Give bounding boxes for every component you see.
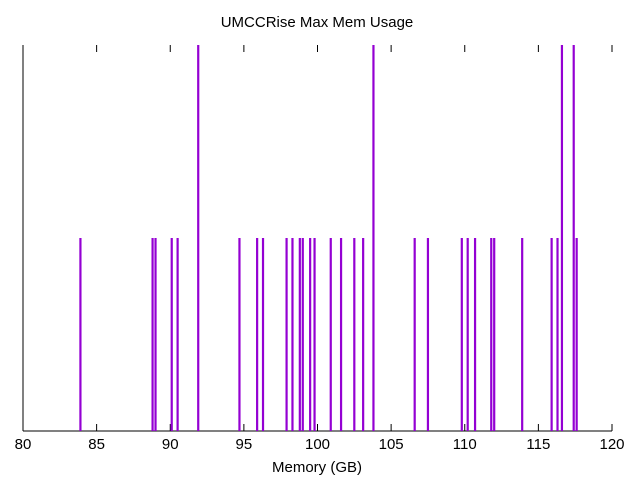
bar: [560, 45, 564, 431]
bar: [460, 238, 463, 431]
bar: [197, 45, 200, 431]
x-tick-label: 120: [599, 436, 624, 453]
bar: [362, 238, 365, 431]
x-tick-label: 100: [305, 436, 330, 453]
bar: [261, 238, 265, 431]
bar: [154, 238, 157, 431]
x-tick-label: 105: [379, 436, 404, 453]
x-tick-label: 115: [526, 436, 550, 453]
x-tick-label: 110: [453, 436, 477, 453]
bar: [291, 238, 294, 431]
bar: [521, 238, 524, 431]
bar: [238, 238, 241, 431]
bar: [572, 45, 575, 431]
bar: [301, 238, 304, 431]
plot-frame: [22, 45, 612, 432]
bar: [550, 238, 553, 431]
bar: [473, 238, 477, 431]
bar: [339, 238, 343, 431]
x-tick-label: 85: [88, 436, 105, 453]
bar: [556, 238, 559, 431]
x-axis-ticks: [22, 45, 613, 431]
chart-title: UMCCRise Max Mem Usage: [221, 14, 414, 31]
bar: [298, 238, 301, 431]
bar: [313, 238, 316, 431]
x-tick-label: 90: [162, 436, 179, 453]
bar: [353, 238, 356, 431]
x-tick-label: 95: [236, 436, 253, 453]
x-axis-tick-labels: 80 85 90 95 100 105 110 115 120: [15, 436, 625, 453]
x-axis-label: Memory (GB): [272, 459, 362, 476]
bar: [170, 238, 173, 431]
x-tick-label: 80: [15, 436, 32, 453]
bar: [329, 238, 332, 431]
bar: [575, 238, 578, 431]
bar: [79, 238, 82, 431]
bar: [309, 238, 312, 431]
bar: [176, 238, 179, 431]
bar: [426, 238, 430, 431]
bar: [493, 238, 496, 431]
bars: [79, 45, 578, 431]
bar: [372, 45, 375, 431]
bar: [151, 238, 154, 431]
bar: [285, 238, 288, 431]
bar: [413, 238, 416, 431]
bar: [466, 238, 469, 431]
bar: [256, 238, 259, 431]
bar: [490, 238, 493, 431]
